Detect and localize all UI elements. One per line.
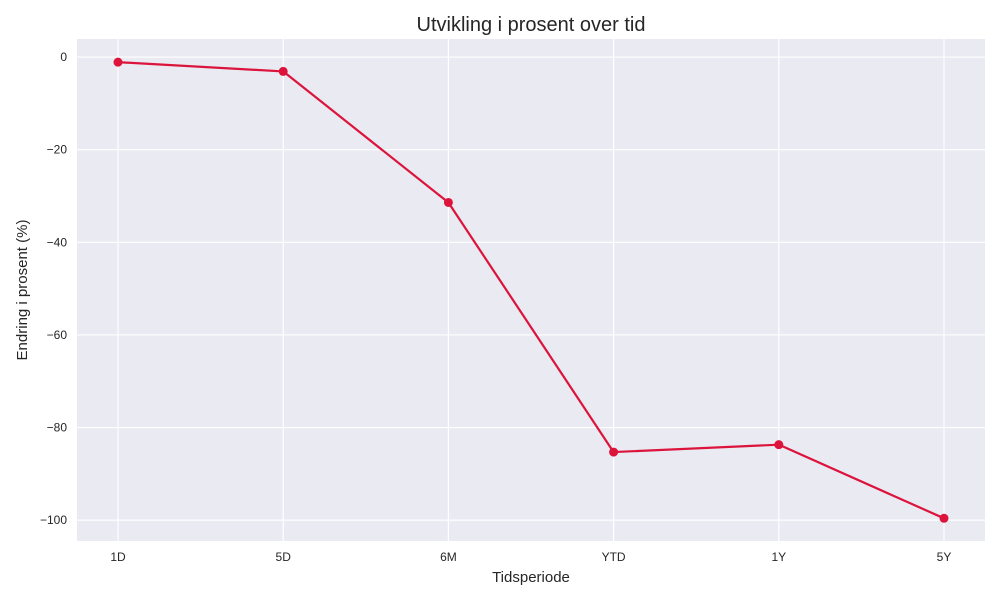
grid-lines: [77, 39, 985, 541]
y-tick-label: 0: [60, 50, 67, 64]
y-tick-label: −60: [47, 328, 68, 342]
x-tick-label: YTD: [602, 550, 626, 564]
data-point: [443, 197, 453, 207]
series-line: [116, 61, 946, 520]
y-axis-label: Endring i prosent (%): [14, 220, 31, 361]
plot-area: [77, 39, 985, 541]
x-tick-label: 1Y: [771, 550, 786, 564]
y-tick-label: −80: [47, 421, 68, 435]
data-point: [939, 513, 949, 523]
x-tick-label: 1D: [110, 550, 126, 564]
series-layer: [113, 57, 949, 523]
data-point: [113, 57, 123, 67]
x-tick-label: 5Y: [937, 550, 952, 564]
chart-title: Utvikling i prosent over tid: [417, 14, 646, 36]
tick-labels: 0 −20 −40 −60 −80 −100 1D 5D 6M YTD 1Y 5Y: [40, 50, 951, 564]
data-point: [609, 447, 619, 457]
data-point: [278, 66, 288, 76]
data-point: [774, 440, 784, 450]
x-tick-label: 6M: [440, 550, 457, 564]
y-tick-label: −40: [47, 235, 68, 249]
y-tick-label: −100: [40, 513, 67, 527]
y-tick-label: −20: [47, 143, 68, 157]
x-tick-label: 5D: [276, 550, 292, 564]
x-axis-label: Tidsperiode: [492, 569, 570, 586]
